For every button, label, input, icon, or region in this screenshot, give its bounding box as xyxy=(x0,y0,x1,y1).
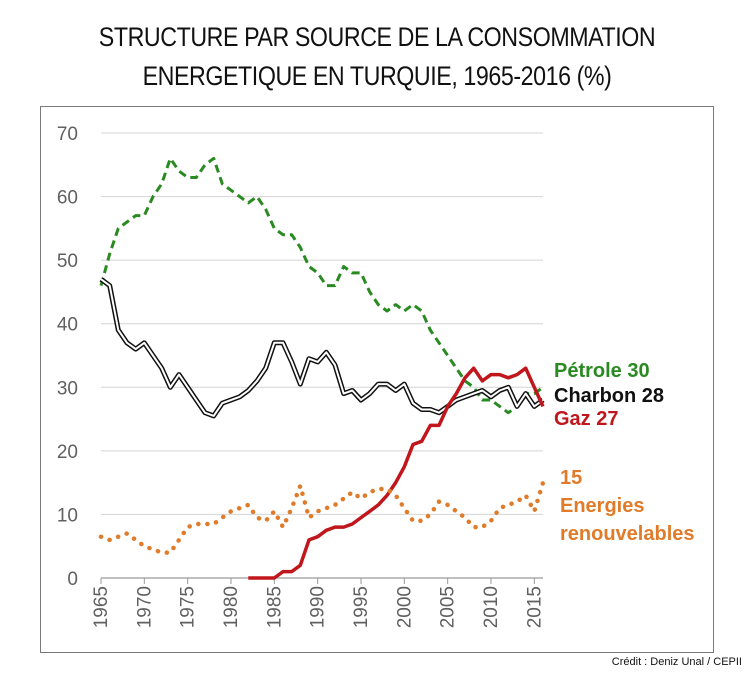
y-tick-label: 70 xyxy=(57,124,78,145)
x-tick-label: 1975 xyxy=(178,586,199,628)
series-line-p-trole xyxy=(99,156,544,415)
series-line-charbon-inner xyxy=(100,278,544,417)
x-tick-label: 1965 xyxy=(91,586,112,628)
series-line-energies-renouvelables xyxy=(98,480,546,555)
label-energies-renouvelables-line: renouvelables xyxy=(560,523,695,545)
label-gaz: Gaz 27 xyxy=(554,408,618,430)
y-tick-label: 10 xyxy=(57,505,78,526)
y-tick-label: 30 xyxy=(57,378,78,399)
x-tick-label: 1995 xyxy=(351,586,372,628)
y-tick-label: 40 xyxy=(57,315,78,336)
x-tick-label: 1985 xyxy=(264,586,285,628)
x-tick-label: 2010 xyxy=(481,586,502,628)
credit-text: Crédit : Deniz Unal / CEPII xyxy=(611,656,742,668)
series-line-charbon xyxy=(99,277,545,419)
chart-title-line-1: STRUCTURE PAR SOURCE DE LA CONSOMMATION xyxy=(98,22,656,52)
label-charbon: Charbon 28 xyxy=(554,385,664,407)
x-tick-label: 2015 xyxy=(524,586,545,628)
y-tick-label: 60 xyxy=(57,188,78,209)
y-tick-label: 20 xyxy=(57,442,78,463)
x-tick-label: 2005 xyxy=(438,586,459,628)
chart-title-line-2: ENERGETIQUE EN TURQUIE, 1965-2016 (%) xyxy=(142,61,612,91)
series-line-gaz xyxy=(248,366,545,580)
chart-frame xyxy=(40,106,714,653)
label-petrole: Pétrole 30 xyxy=(554,360,650,382)
label-energies-renouvelables-line: Energies xyxy=(560,495,644,517)
y-tick-label: 0 xyxy=(67,569,78,590)
label-energies-renouvelables-line: 15 xyxy=(560,467,582,489)
x-tick-label: 1990 xyxy=(308,586,329,628)
x-tick-label: 1980 xyxy=(221,586,242,628)
x-tick-label: 2000 xyxy=(394,586,415,628)
y-tick-label: 50 xyxy=(57,251,78,272)
x-tick-label: 1970 xyxy=(134,586,155,628)
